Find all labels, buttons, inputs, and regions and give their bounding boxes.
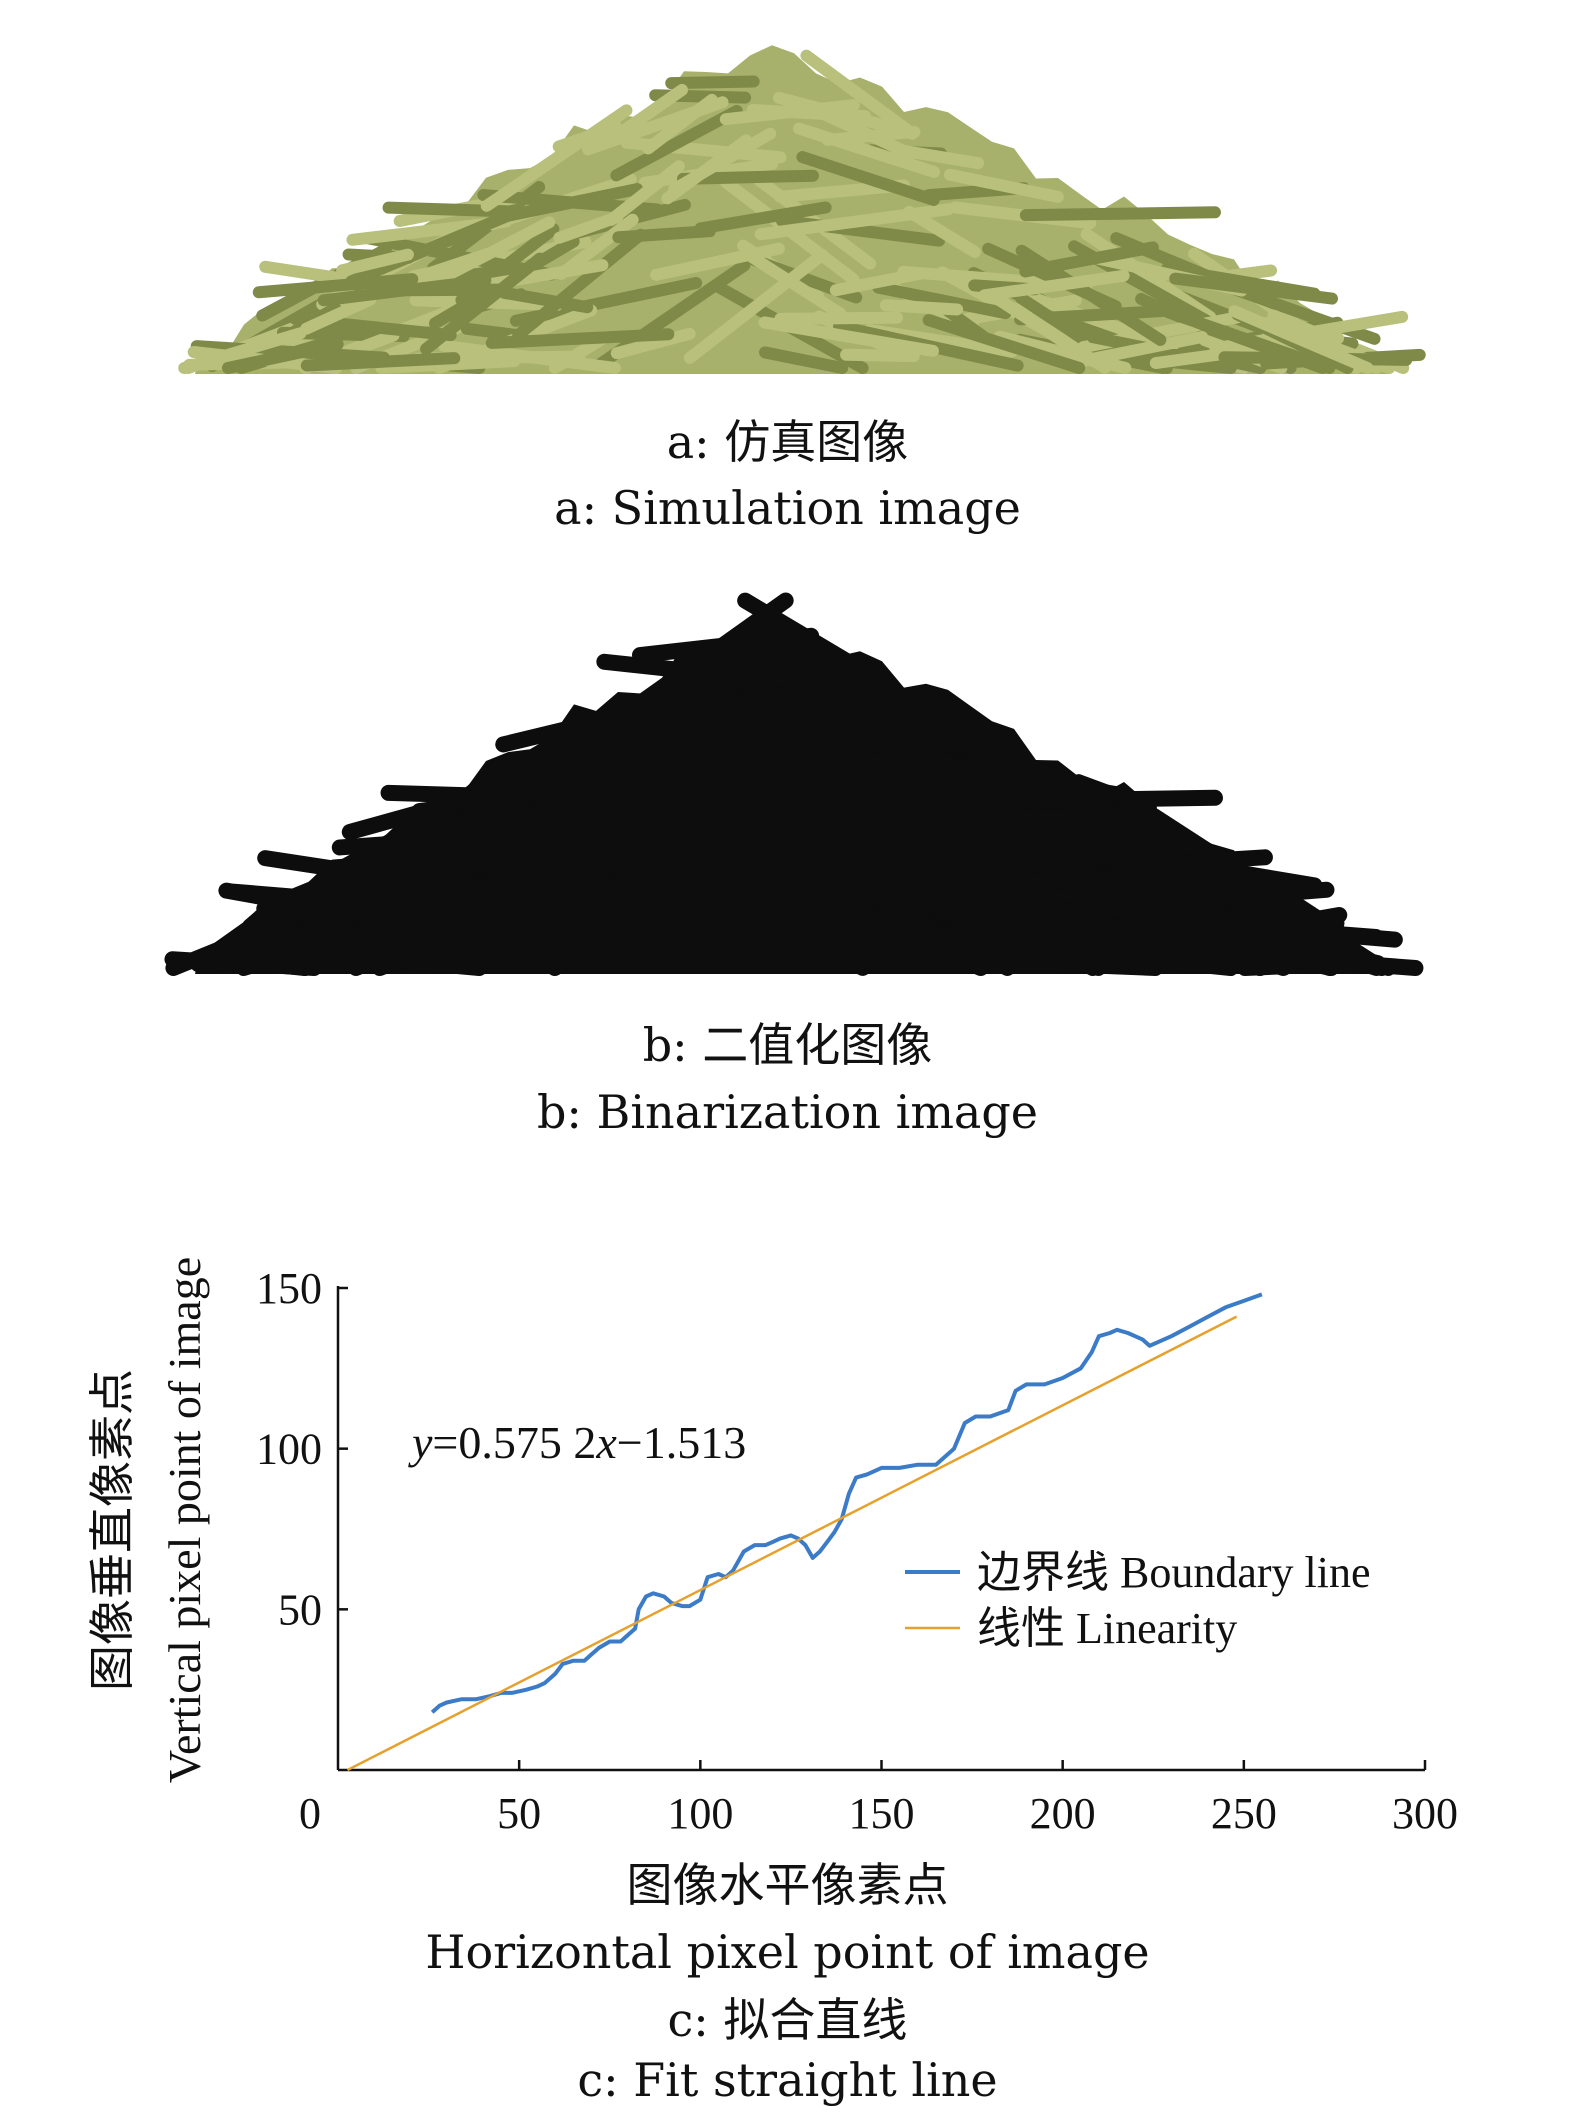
series-linearity-line	[346, 1315, 1238, 1772]
x-axis-label-cn: 图像水平像素点	[626, 1858, 949, 1912]
y-tick-label: 100	[256, 1425, 322, 1474]
x-tick-label: 300	[1392, 1789, 1458, 1838]
x-tick-label: 50	[497, 1789, 541, 1838]
x-tick-label: 100	[667, 1789, 733, 1838]
caption-c-en: c: Fit straight line	[577, 2053, 998, 2107]
x-axis-label-en: Horizontal pixel point of image	[425, 1925, 1150, 1979]
y-axis-label-cn: 图像垂直像素点	[87, 1369, 138, 1691]
legend-label: 线性 Linearity	[977, 1604, 1237, 1653]
binarization-image	[164, 592, 1424, 976]
caption-b-en: b: Binarization image	[536, 1085, 1039, 1139]
caption-c-cn: c: 拟合直线	[667, 1993, 908, 2047]
x-tick-label: 200	[1030, 1789, 1096, 1838]
y-axis-label-en: Vertical pixel point of image	[159, 1257, 210, 1783]
caption-a-en: a: Simulation image	[554, 481, 1021, 535]
y-tick-label: 150	[256, 1264, 322, 1313]
binary-rods	[164, 592, 1424, 976]
caption-b-cn: b: 二值化图像	[642, 1018, 933, 1072]
x-tick-label: 250	[1211, 1789, 1277, 1838]
y-tick-label: 50	[278, 1585, 322, 1634]
simulation-image	[178, 45, 1426, 375]
caption-a-cn: a: 仿真图像	[666, 415, 909, 469]
legend-label: 边界线 Boundary line	[977, 1548, 1371, 1597]
fit-equation-annotation: y=0.575 2x−1.513	[408, 1417, 746, 1468]
x-tick-label: 0	[299, 1789, 321, 1838]
rod-bundle	[178, 49, 1426, 374]
x-tick-label: 150	[849, 1789, 915, 1838]
series-boundary-line	[430, 1292, 1263, 1714]
